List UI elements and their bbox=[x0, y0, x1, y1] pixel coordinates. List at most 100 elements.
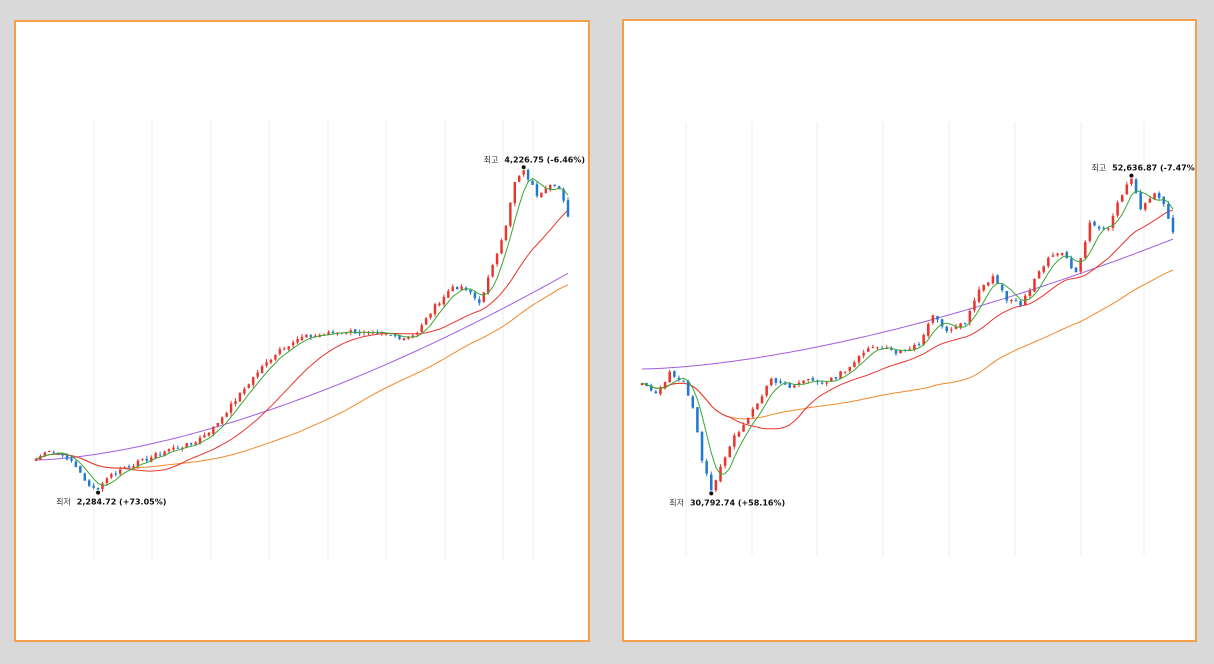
candle bbox=[158, 454, 162, 456]
candle bbox=[429, 313, 432, 318]
high-value: 52,636.87 (-7.47%) bbox=[1112, 164, 1195, 173]
candle bbox=[1000, 284, 1004, 291]
candle bbox=[857, 355, 861, 363]
high-value: 4,226.75 (-6.46%) bbox=[504, 155, 585, 164]
candle bbox=[1130, 178, 1133, 184]
candle bbox=[252, 377, 255, 385]
candle bbox=[74, 461, 78, 467]
candle bbox=[806, 378, 810, 380]
candle bbox=[871, 346, 875, 348]
high-marker bbox=[521, 165, 526, 170]
candle bbox=[540, 192, 543, 198]
candlestick-chart-right: 최고 52,636.87 (-7.47%) 최저 30,792.74 (+58.16%… bbox=[640, 122, 1195, 556]
candle bbox=[305, 334, 308, 338]
candle bbox=[996, 275, 999, 284]
candle bbox=[101, 483, 104, 490]
candle bbox=[518, 175, 521, 182]
candle bbox=[87, 480, 91, 486]
high-annotation: 최고 52,636.87 (-7.47%) bbox=[1091, 163, 1195, 173]
candle bbox=[973, 300, 976, 311]
candle bbox=[207, 432, 211, 436]
candle bbox=[455, 287, 459, 290]
candle bbox=[714, 480, 718, 491]
candle bbox=[1144, 203, 1147, 210]
candle bbox=[385, 334, 388, 336]
candle bbox=[963, 322, 967, 324]
ma5-line bbox=[35, 177, 569, 487]
high-label: 최고 bbox=[1091, 163, 1106, 173]
candle bbox=[238, 392, 242, 402]
candle bbox=[553, 184, 556, 187]
candle bbox=[908, 349, 912, 351]
candle bbox=[1056, 253, 1059, 256]
candle bbox=[513, 182, 517, 204]
candle bbox=[119, 469, 122, 474]
candle bbox=[393, 335, 397, 337]
candle bbox=[760, 396, 764, 404]
low-annotation: 최저 2,284.72 (+73.05%) bbox=[56, 497, 166, 507]
candle bbox=[229, 403, 233, 413]
candle bbox=[733, 435, 736, 447]
candle bbox=[96, 487, 100, 490]
candle bbox=[1116, 202, 1119, 216]
candle bbox=[1014, 300, 1018, 302]
candle bbox=[110, 474, 113, 478]
candle bbox=[649, 385, 653, 391]
candle bbox=[728, 446, 732, 458]
candle bbox=[531, 180, 534, 185]
candle bbox=[1083, 241, 1087, 258]
candle bbox=[380, 333, 384, 335]
candle bbox=[283, 348, 286, 350]
candle bbox=[216, 422, 219, 426]
candle bbox=[1171, 217, 1175, 233]
candles bbox=[640, 178, 1175, 493]
candle bbox=[802, 380, 805, 384]
candle bbox=[927, 323, 930, 336]
chart-panel-left: 최고 4,226.75 (-6.46%) 최저 2,284.72 (+73.05%) bbox=[14, 20, 590, 642]
candle bbox=[1120, 195, 1124, 202]
candle bbox=[291, 342, 295, 346]
candle bbox=[198, 437, 202, 444]
candle bbox=[265, 362, 268, 366]
candle bbox=[402, 338, 406, 341]
candle bbox=[61, 453, 64, 456]
candle bbox=[746, 417, 750, 424]
candle bbox=[309, 335, 313, 337]
candle bbox=[416, 333, 419, 335]
candle bbox=[654, 391, 658, 393]
chart-panel-right: 최고 52,636.87 (-7.47%) 최저 30,792.74 (+58.16%… bbox=[622, 19, 1197, 642]
candle bbox=[1153, 193, 1156, 199]
candle bbox=[834, 377, 838, 379]
candle bbox=[79, 465, 82, 473]
candle bbox=[154, 453, 157, 459]
candle bbox=[203, 435, 206, 438]
candle bbox=[1107, 228, 1110, 230]
candle bbox=[885, 347, 888, 349]
candle bbox=[296, 338, 299, 343]
candlestick-chart-left: 최고 4,226.75 (-6.46%) 최저 2,284.72 (+73.05%) bbox=[34, 120, 585, 560]
candle bbox=[1051, 255, 1055, 257]
high-marker bbox=[1129, 173, 1134, 178]
candle bbox=[92, 485, 95, 488]
candle bbox=[1093, 221, 1096, 226]
candle bbox=[1167, 204, 1170, 219]
candle bbox=[737, 432, 741, 437]
candle bbox=[132, 466, 135, 468]
candle bbox=[774, 378, 778, 383]
candle bbox=[1162, 196, 1166, 205]
candle bbox=[922, 334, 925, 345]
candle bbox=[123, 467, 126, 469]
candle bbox=[287, 346, 290, 350]
candle bbox=[327, 332, 330, 335]
candle bbox=[797, 382, 801, 385]
candle bbox=[495, 253, 499, 265]
candle bbox=[936, 315, 939, 320]
low-marker bbox=[96, 490, 101, 495]
low-label: 최저 bbox=[669, 497, 684, 507]
candle bbox=[982, 284, 985, 291]
candle bbox=[751, 408, 755, 417]
candle bbox=[172, 447, 175, 450]
candle bbox=[194, 442, 197, 445]
candles bbox=[34, 168, 570, 493]
candle bbox=[566, 200, 570, 217]
